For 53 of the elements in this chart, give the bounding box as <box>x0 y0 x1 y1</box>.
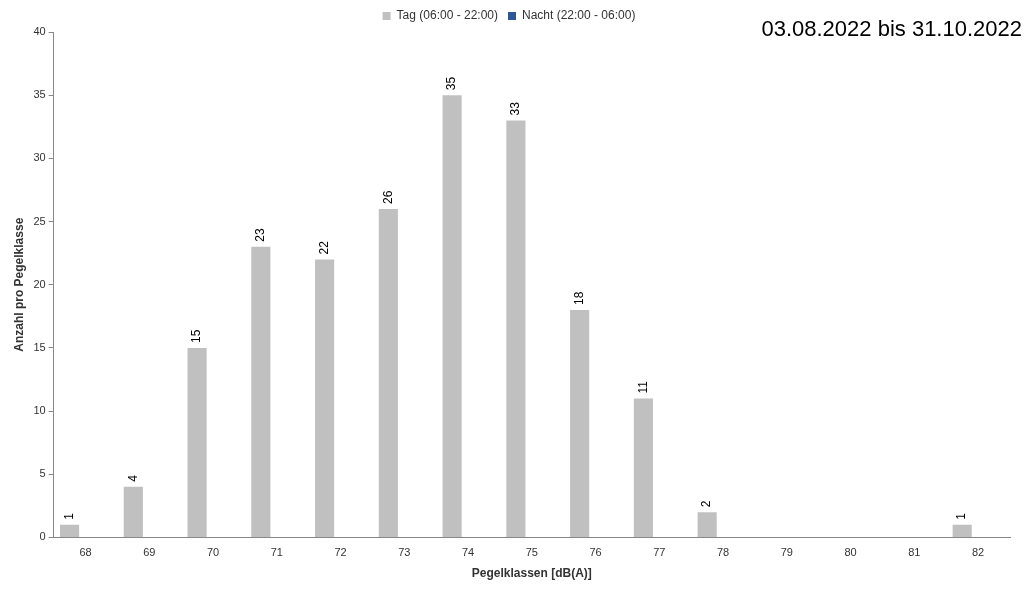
legend-label: Nacht (22:00 - 06:00) <box>522 8 636 23</box>
data-label: 35 <box>444 76 459 91</box>
bar <box>506 120 526 537</box>
y-tick-label: 25 <box>33 214 46 227</box>
x-tick-label: 78 <box>716 546 730 559</box>
x-tick-label: 74 <box>461 546 475 559</box>
x-tick-label: 69 <box>143 546 156 559</box>
y-tick-label: 30 <box>33 151 46 164</box>
x-tick-label: 75 <box>525 546 538 559</box>
bar <box>697 512 717 537</box>
data-label: 22 <box>316 240 331 255</box>
bar <box>633 398 653 537</box>
legend-label: Tag (06:00 - 22:00) <box>396 8 499 23</box>
y-tick-label: 0 <box>39 530 46 543</box>
bar <box>60 524 80 537</box>
data-label: 1 <box>954 512 969 520</box>
bar <box>315 259 335 537</box>
data-label: 1 <box>61 512 76 520</box>
data-label: 18 <box>571 291 586 305</box>
bar <box>251 246 271 537</box>
y-tick-label: 35 <box>33 88 46 101</box>
data-label: 33 <box>508 101 523 116</box>
x-tick-label: 82 <box>972 546 985 559</box>
x-axis-title: Pegelklassen [dB(A)] <box>471 566 592 581</box>
bar <box>187 347 207 537</box>
data-label: 26 <box>380 190 395 204</box>
bar <box>570 309 590 537</box>
y-tick-label: 20 <box>33 277 46 290</box>
bar <box>952 524 972 537</box>
y-tick-label: 10 <box>33 404 46 417</box>
data-label: 23 <box>253 228 268 242</box>
y-tick-label: 40 <box>33 25 46 38</box>
x-tick-label: 71 <box>270 546 283 559</box>
x-tick-label: 72 <box>334 546 347 559</box>
x-tick-label: 70 <box>206 546 220 559</box>
x-tick-label: 68 <box>79 546 92 559</box>
x-tick-label: 80 <box>844 546 857 559</box>
y-tick-label: 15 <box>33 340 46 353</box>
bar <box>378 208 398 537</box>
x-tick-label: 81 <box>908 546 921 559</box>
x-tick-label: 77 <box>653 546 666 559</box>
x-tick-label: 76 <box>589 546 602 559</box>
y-tick-label: 5 <box>39 467 46 480</box>
data-label: 15 <box>189 329 204 343</box>
data-label: 2 <box>699 500 714 508</box>
y-axis-title: Anzahl pro Pegelklasse <box>11 217 26 352</box>
x-tick-label: 73 <box>398 546 411 559</box>
x-tick-label: 79 <box>780 546 793 559</box>
bar <box>123 486 143 537</box>
chart-title: 03.08.2022 bis 31.10.2022 <box>761 16 1022 42</box>
data-label: 11 <box>635 380 650 394</box>
bar <box>442 95 462 537</box>
data-label: 4 <box>125 474 140 482</box>
